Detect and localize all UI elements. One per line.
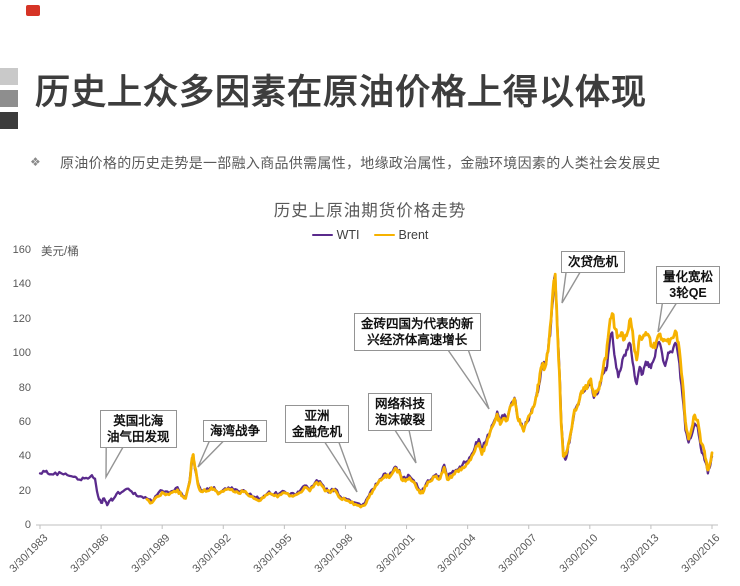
y-tick-label: 120 [12, 312, 31, 325]
y-tick-label: 20 [18, 484, 31, 497]
annotation-callout: 英国北海 油气田发现 [100, 410, 177, 448]
annotation-tail [561, 271, 581, 304]
y-tick-label: 160 [12, 244, 31, 256]
y-tick-label: 0 [24, 519, 31, 531]
bullet-text: 原油价格的历史走势是一部融入商品供需属性，地缘政治属性，金融环境因素的人类社会发… [60, 155, 661, 171]
annotation-callout: 亚洲 金融危机 [285, 405, 350, 443]
y-axis-unit-label: 美元/桶 [41, 246, 79, 258]
deco-square [0, 90, 18, 107]
annotation-text: 泡沫破裂 [375, 413, 426, 427]
y-tick-label: 40 [18, 450, 31, 463]
annotation-text: 网络科技 [375, 397, 426, 411]
annotation-tail [394, 429, 417, 464]
y-tick-label: 100 [12, 347, 31, 360]
annotation-text: 量化宽松 [663, 270, 714, 284]
legend-item-wti: WTI [311, 228, 360, 242]
annotation-text: 次贷危机 [568, 255, 619, 269]
chart-legend: WTI Brent [0, 228, 740, 242]
chart-title: 历史上原油期货价格走势 [273, 202, 467, 220]
brent-line [145, 272, 714, 509]
y-tick-label: 60 [18, 415, 31, 428]
annotation-text: 兴经济体高速增长 [367, 333, 468, 347]
annotation-text: 英国北海 [113, 414, 164, 428]
legend-item-brent: Brent [373, 228, 429, 242]
annotation-tail [657, 302, 678, 333]
legend-label: Brent [398, 228, 429, 242]
annotation-text: 金融危机 [292, 425, 343, 439]
y-tick-label: 80 [18, 381, 31, 394]
title-deco-squares [0, 68, 18, 134]
legend-line-swatch [311, 233, 333, 237]
annotation-callout: 海湾战争 [203, 420, 268, 442]
annotation-callout: 网络科技 泡沫破裂 [368, 393, 433, 431]
annotation-text: 海湾战争 [210, 424, 261, 438]
red-mark-icon [26, 5, 40, 16]
legend-label: WTI [336, 228, 360, 242]
y-tick-label: 140 [12, 278, 31, 291]
wti-line [38, 274, 714, 507]
annotation-tail [447, 349, 490, 410]
page-title: 历史上众多因素在原油价格上得以体现 [35, 73, 648, 112]
annotation-tail [197, 440, 224, 468]
annotation-text: 3轮QE [669, 286, 707, 300]
diamond-bullet-icon: ❖ [30, 155, 41, 169]
deco-square [0, 68, 18, 85]
annotation-callout: 量化宽松 3轮QE [656, 266, 721, 304]
annotation-callout: 金砖四国为代表的新 兴经济体高速增长 [354, 313, 481, 351]
annotation-callout: 次贷危机 [561, 251, 626, 273]
annotation-text: 亚洲 [304, 409, 330, 423]
annotation-text: 油气田发现 [107, 430, 170, 444]
annotation-tail [324, 441, 358, 493]
annotation-tail [105, 446, 124, 480]
legend-line-swatch [373, 233, 395, 237]
annotation-text: 金砖四国为代表的新 [361, 317, 474, 331]
deco-square [0, 112, 18, 129]
